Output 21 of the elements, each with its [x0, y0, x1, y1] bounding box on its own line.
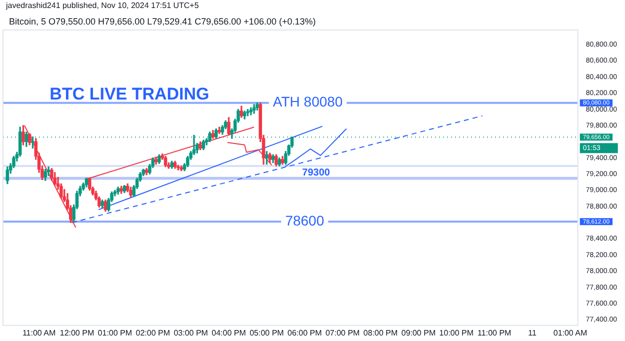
x-tick-label: 03:00 PM: [174, 328, 208, 338]
x-tick-label: 08:00 PM: [363, 328, 398, 338]
x-tick-label: 12:00 PM: [60, 328, 94, 338]
x-tick-label: 10:00 PM: [439, 328, 474, 338]
x-tick-label: 07:00 PM: [325, 328, 360, 338]
x-tick-label: 06:00 PM: [288, 328, 322, 338]
x-tick-label: 01:00 PM: [98, 328, 132, 338]
annotation: ATH 80080: [272, 94, 343, 110]
x-tick-label: 05:00 PM: [250, 328, 284, 338]
chart-subtitle: Bitcoin, 5 O79,550.00 H79,656.00 L79,529.41 C79,656.00 +106.00 (+0.13%): [9, 16, 316, 26]
x-tick-label: 11:00 PM: [478, 328, 512, 338]
annotation: 78600: [285, 212, 324, 229]
x-tick-label: 02:00 PM: [136, 328, 170, 338]
x-tick-label: 04:00 PM: [212, 328, 246, 338]
annotation: 79300: [302, 168, 330, 179]
text: javedrashid241 published, Nov 10, 2024 17:51 UTC+5: [5, 1, 200, 10]
text: BTC LIVE TRADING: [50, 84, 210, 104]
x-tick-label: 11:00 AM: [22, 328, 56, 338]
x-tick-label: 09:00 PM: [401, 328, 436, 338]
x-tick-label: 01:00 AM: [553, 328, 588, 338]
x-tick-label: 11: [528, 328, 538, 338]
